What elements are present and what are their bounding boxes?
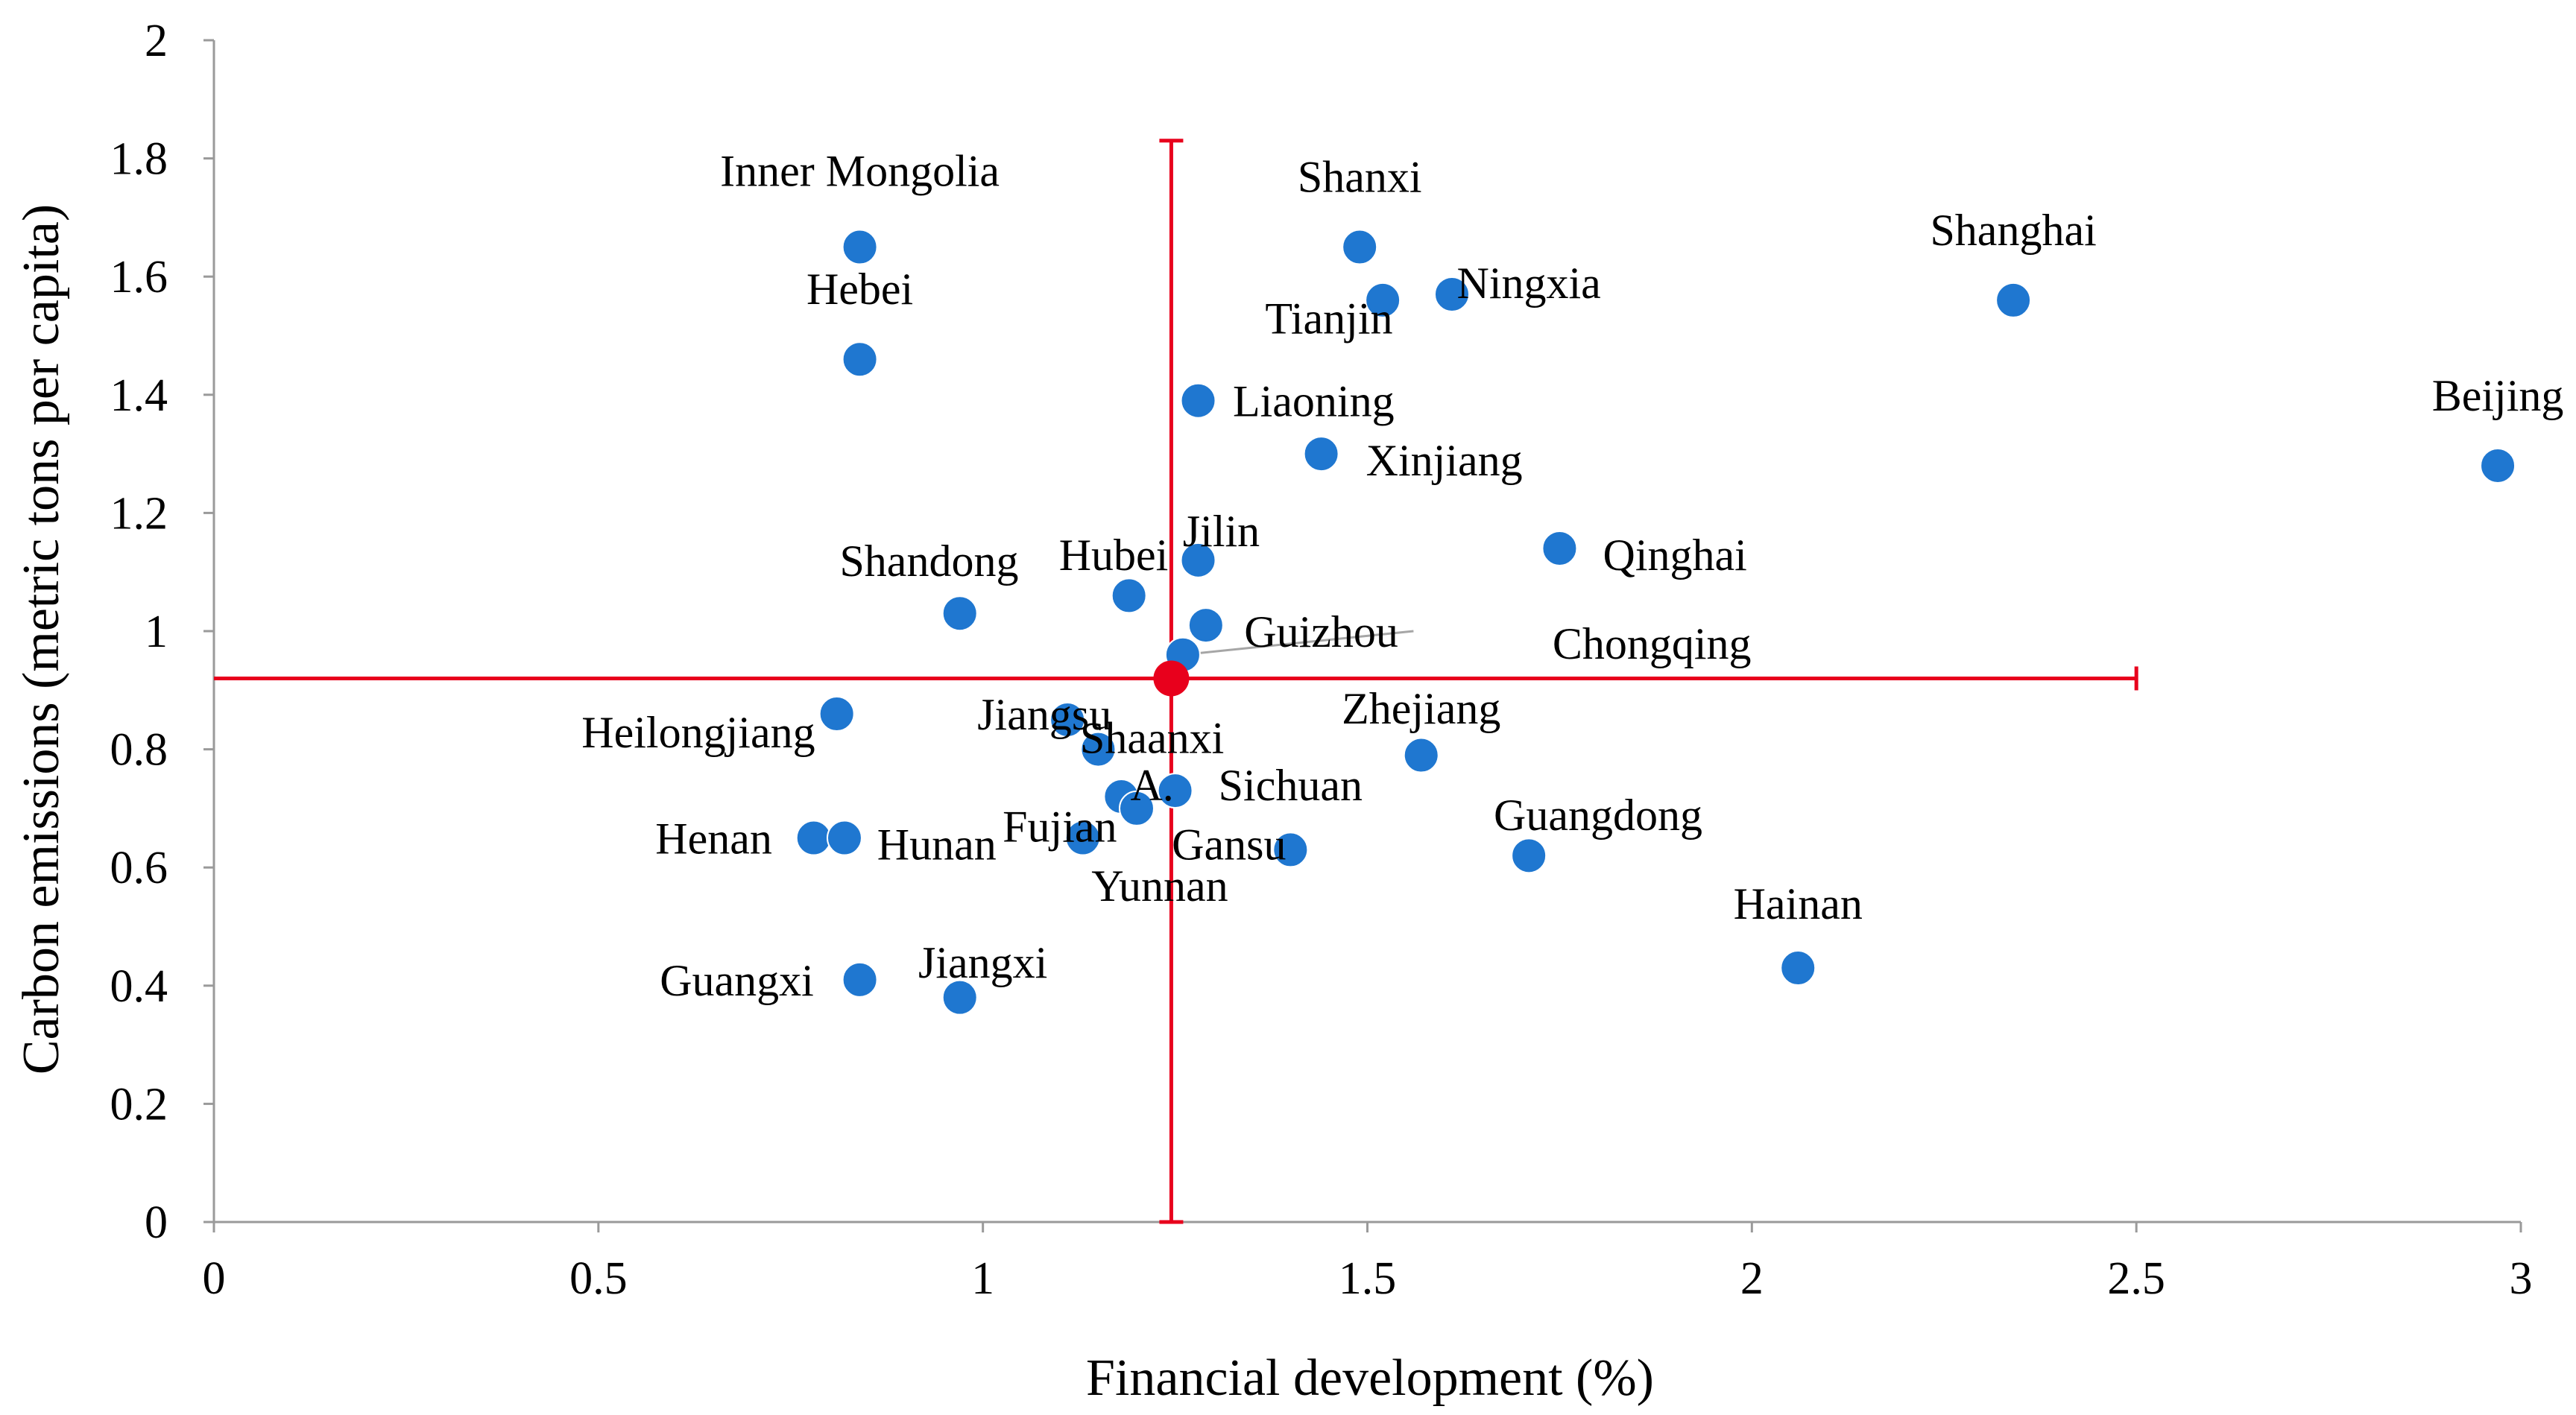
data-point-guizhou: [1187, 607, 1224, 644]
point-label: Liaoning: [1233, 377, 1395, 426]
y-tick-label: 0.6: [110, 843, 168, 893]
y-tick-label: 0.2: [110, 1079, 168, 1130]
point-label: Henan: [655, 814, 772, 864]
data-point-beijing: [2480, 447, 2516, 484]
point-label: Jiangsu: [977, 690, 1111, 739]
point-label: Tianjin: [1265, 294, 1392, 344]
y-axis-title: Carbon emissions (metric tons per capita…: [13, 204, 70, 1074]
x-tick-label: 0.5: [569, 1253, 628, 1304]
x-tick-label: 1: [971, 1253, 994, 1304]
data-point-jiangxi: [941, 979, 978, 1016]
x-tick-label: 2: [1740, 1253, 1764, 1304]
data-point-zhejiang: [1403, 737, 1439, 773]
y-tick-label: 0.8: [110, 725, 168, 776]
data-point-tianjin: [1365, 282, 1401, 318]
point-label: Jilin: [1183, 507, 1260, 556]
point-label: Yunnan: [1091, 861, 1228, 911]
data-point-henan: [795, 820, 832, 856]
data-point-shaanxi: [1080, 731, 1117, 767]
point-label: Fujian: [1003, 803, 1117, 852]
data-point-gansu: [1272, 832, 1309, 868]
y-tick-label: 2: [145, 16, 168, 66]
data-point-hebei: [842, 341, 878, 378]
data-point-shanxi: [1342, 229, 1378, 265]
data-point-heilongjiang: [818, 696, 855, 732]
point-label: Shanxi: [1298, 152, 1422, 201]
x-tick-label: 2.5: [2107, 1253, 2165, 1304]
axes: [203, 39, 2522, 1232]
point-label: Inner Mongolia: [720, 146, 1000, 195]
point-label: Guangdong: [1494, 791, 1702, 840]
point-label: Hainan: [1734, 879, 1863, 928]
data-point-jiangsu: [1049, 701, 1086, 738]
y-tick-label: 0.4: [110, 961, 168, 1012]
data-point-shanghai: [1995, 282, 2032, 318]
data-point-ningxia: [1433, 276, 1470, 312]
point-label: Beijing: [2432, 371, 2564, 420]
point-label: Hunan: [877, 820, 997, 869]
data-point-guangxi: [842, 961, 878, 998]
point-label: Xinjiang: [1366, 436, 1523, 485]
x-tick-label: 0: [203, 1253, 226, 1304]
point-label: Gansu: [1172, 820, 1286, 869]
data-point-inner-mongolia: [842, 229, 878, 265]
point-label: Shanghai: [1930, 206, 2096, 255]
data-point-sichuan: [1157, 773, 1193, 809]
x-tick-label: 1.5: [1339, 1253, 1397, 1304]
data-point-liaoning: [1180, 382, 1216, 419]
point-label: Shandong: [839, 536, 1018, 586]
point-label: Zhejiang: [1342, 684, 1500, 733]
data-points: [795, 229, 2516, 1016]
point-label: Hebei: [806, 265, 913, 314]
data-point-guangdong: [1511, 838, 1547, 874]
x-axis-title: Financial development (%): [1086, 1349, 1654, 1407]
point-label: Guizhou: [1244, 607, 1398, 656]
point-label: Chongqing: [1553, 619, 1752, 668]
point-label: Sichuan: [1219, 761, 1363, 810]
point-label: Guangxi: [660, 956, 814, 1005]
data-point-qinghai: [1541, 530, 1578, 566]
point-label: Shaanxi: [1080, 714, 1224, 763]
data-point-yunnan: [1119, 790, 1155, 826]
point-label: A.: [1130, 761, 1173, 810]
data-point-hainan: [1780, 950, 1816, 987]
point-label: Heilongjiang: [581, 708, 815, 757]
tick-labels: 0 0.5 1 1.5 2 2.5 3 0 0.2 0.4 0.6 0.8 1 1.2 1.4 1.6 1.8 2: [110, 16, 2533, 1304]
y-tick-label: 1.4: [110, 370, 168, 421]
mean-point: [1153, 660, 1190, 697]
y-tick-label: 0: [145, 1197, 168, 1248]
data-point-fujian: [1064, 820, 1101, 856]
data-point-hunan: [826, 820, 862, 856]
y-tick-label: 1.6: [110, 252, 168, 303]
data-point-shandong: [941, 595, 978, 632]
point-label: Qinghai: [1603, 531, 1747, 580]
y-tick-label: 1.8: [110, 134, 168, 185]
y-tick-label: 1.2: [110, 488, 168, 539]
point-label: Jiangxi: [918, 938, 1047, 987]
label-leader-line: [1182, 630, 1414, 656]
data-point-hubei: [1111, 577, 1147, 614]
point-labels: Inner Mongolia Hebei Shanxi Tianjin Ningxia S…: [581, 146, 2563, 1004]
data-point-jilin: [1180, 542, 1216, 578]
point-label: Ningxia: [1456, 259, 1600, 308]
x-tick-label: 3: [2510, 1253, 2533, 1304]
point-label: Hubei: [1059, 531, 1169, 580]
data-point-xinjiang: [1303, 436, 1339, 472]
y-tick-label: 1: [145, 607, 168, 657]
